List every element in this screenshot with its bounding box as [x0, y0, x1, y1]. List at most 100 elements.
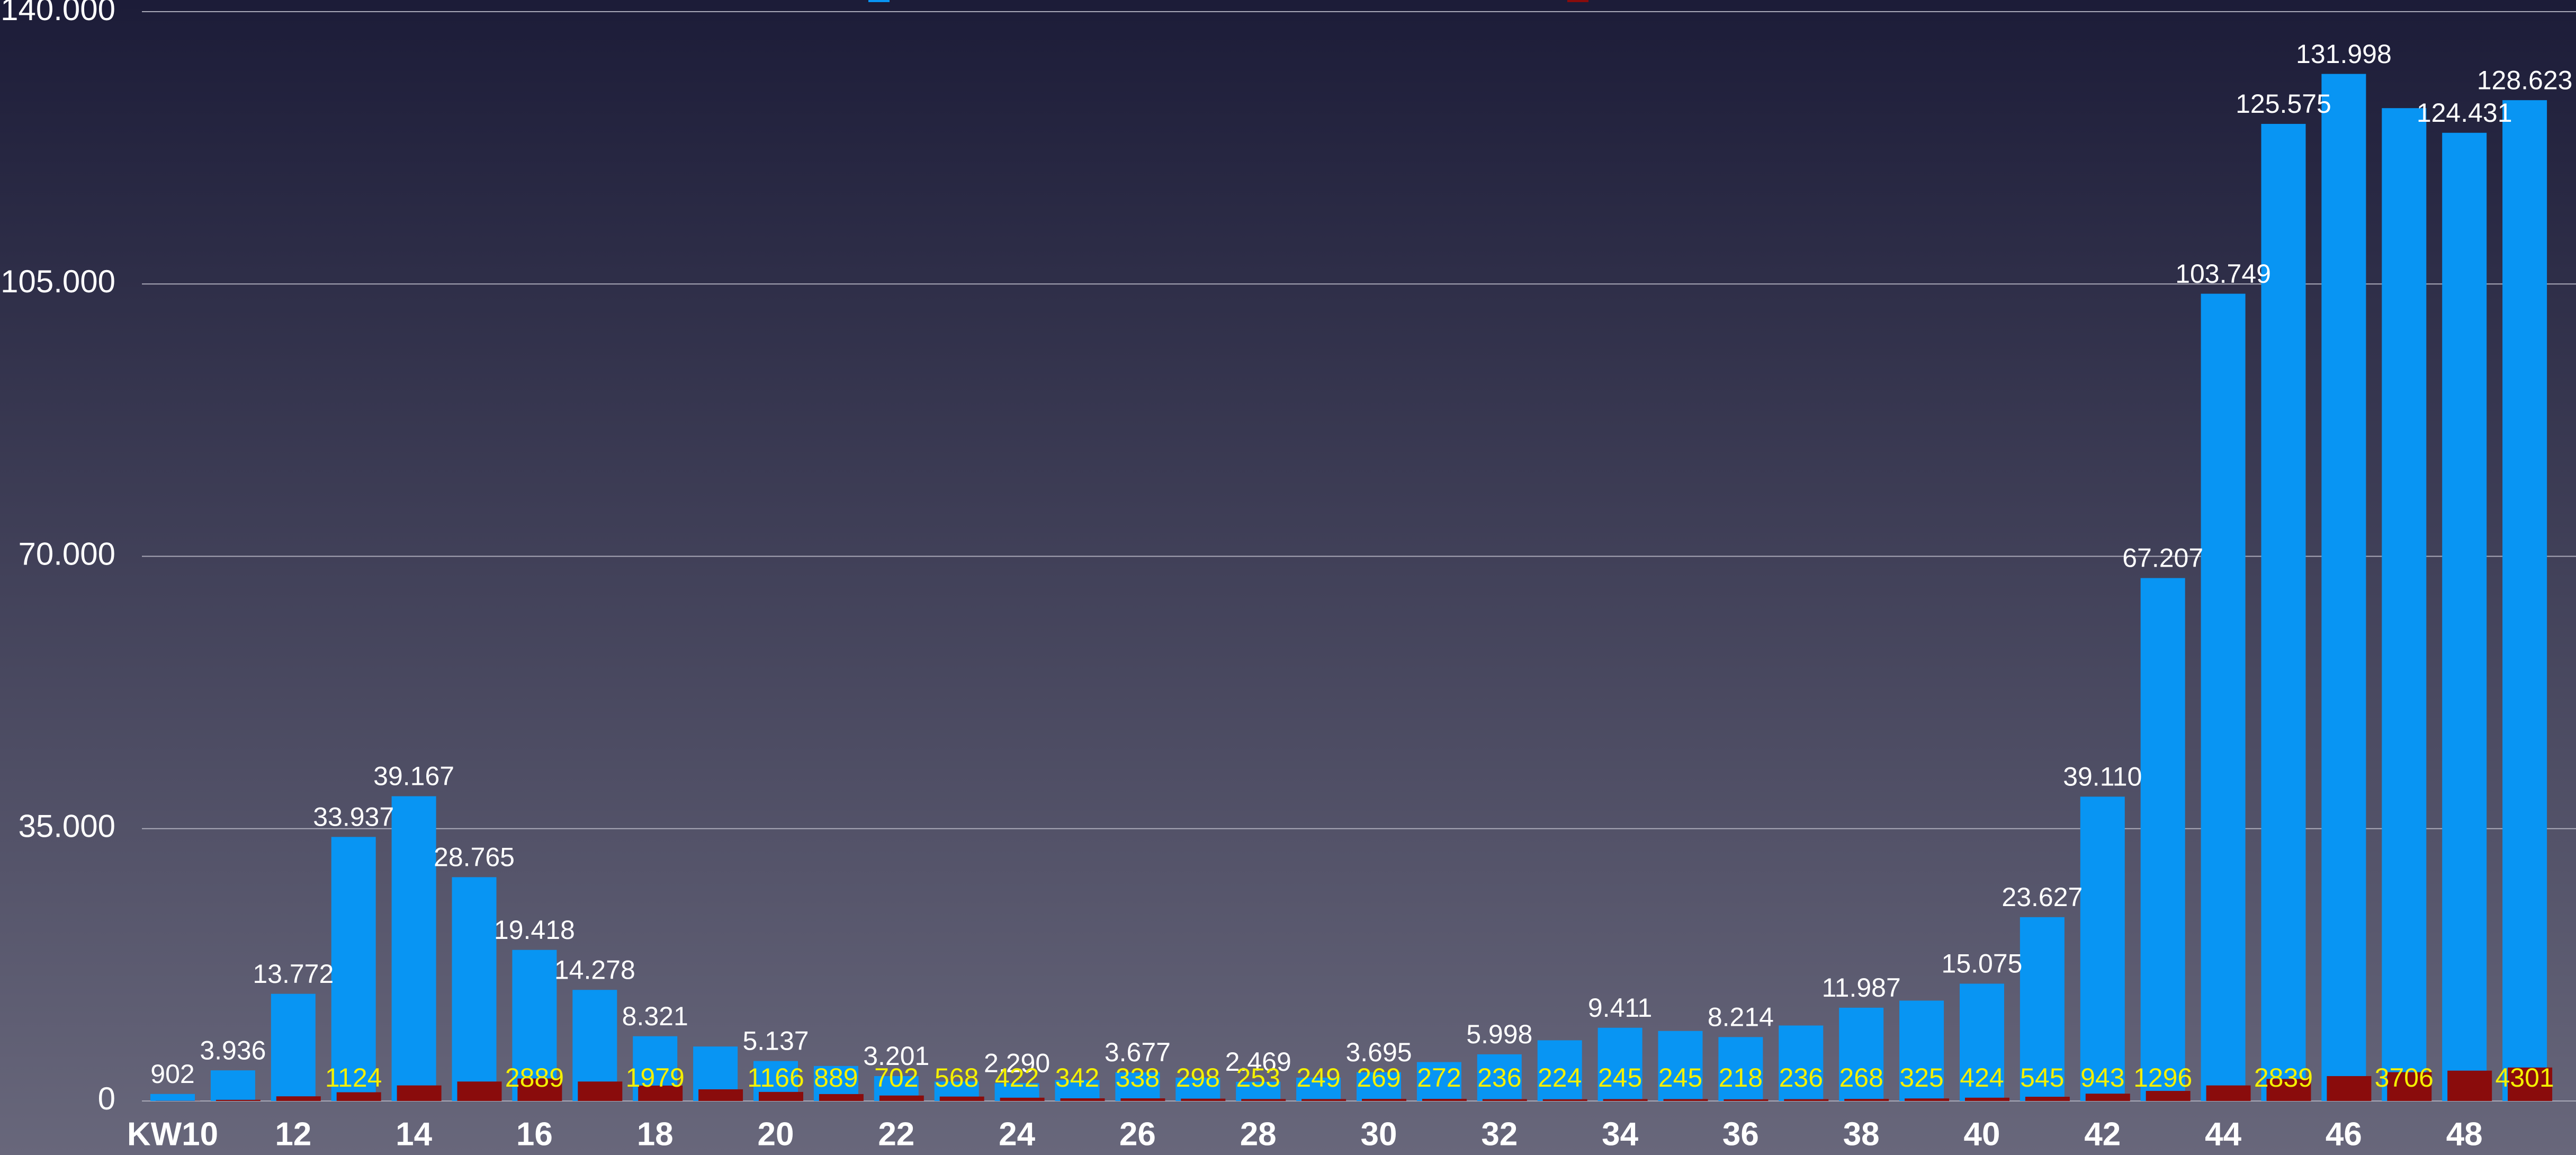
bar	[2146, 1090, 2191, 1101]
bar	[2140, 578, 2185, 1101]
value-label: 218	[1719, 1063, 1763, 1093]
bar	[1965, 1097, 2009, 1101]
value-label: 268	[1839, 1063, 1883, 1093]
bar	[1115, 1072, 1160, 1101]
value-label: 1166	[747, 1063, 804, 1093]
bar	[2502, 100, 2547, 1101]
y-tick-label: 70.000	[18, 536, 115, 571]
y-tick-label: 0	[98, 1081, 115, 1116]
x-tick-label: 16	[516, 1116, 553, 1152]
bar	[1482, 1099, 1527, 1101]
bar	[2206, 1085, 2251, 1101]
bar	[210, 1070, 255, 1101]
value-label: 14.278	[554, 955, 635, 984]
value-label: 128.623	[2477, 65, 2573, 95]
x-tick-label: 26	[1119, 1116, 1156, 1152]
value-label: 67.207	[2122, 543, 2203, 573]
value-label: 545	[2020, 1063, 2064, 1093]
value-label: 1296	[2133, 1063, 2192, 1093]
y-tick-label: 35.000	[18, 809, 115, 844]
value-label: 131.998	[2296, 39, 2392, 69]
value-label: 3.201	[863, 1041, 929, 1071]
value-label: 3.936	[200, 1035, 266, 1065]
x-tick-label: 28	[1240, 1116, 1277, 1152]
bar	[1362, 1099, 1406, 1101]
bar	[1784, 1099, 1829, 1101]
value-label: 2.469	[1225, 1047, 1291, 1077]
bar	[2080, 796, 2125, 1101]
value-label: 23.627	[2001, 882, 2083, 912]
value-label: 28.765	[434, 843, 515, 872]
bar	[1175, 1077, 1220, 1101]
value-label: 8.321	[622, 1001, 688, 1031]
bar	[2387, 1072, 2432, 1101]
bar	[1236, 1081, 1281, 1101]
value-label: 338	[1116, 1063, 1160, 1093]
bar	[1120, 1098, 1165, 1101]
value-label: 1979	[626, 1063, 685, 1093]
bar	[1060, 1098, 1105, 1101]
value-label: 902	[150, 1059, 194, 1089]
value-label: 424	[1960, 1063, 2004, 1093]
bar	[452, 877, 497, 1101]
bar	[1779, 1025, 1824, 1101]
y-tick-label: 105.000	[1, 264, 115, 299]
bar	[1055, 1080, 1100, 1101]
value-label: 269	[1357, 1063, 1401, 1093]
x-tick-label: 30	[1361, 1116, 1397, 1152]
value-label: 5.998	[1466, 1019, 1532, 1049]
value-label: 249	[1296, 1063, 1340, 1093]
bar	[1357, 1072, 1401, 1101]
value-label: 2889	[505, 1063, 564, 1093]
bar	[698, 1089, 743, 1101]
value-label: 2839	[2254, 1063, 2313, 1093]
bar	[1477, 1054, 1522, 1101]
x-tick-label: 40	[1964, 1116, 2000, 1152]
bar	[1000, 1097, 1045, 1101]
value-label: 889	[814, 1063, 858, 1093]
bar	[1416, 1062, 1461, 1101]
bar	[2201, 293, 2246, 1101]
bar	[517, 1078, 562, 1101]
bar	[336, 1092, 381, 1101]
bar	[1718, 1037, 1763, 1101]
x-tick-label: 20	[758, 1116, 794, 1152]
legend-swatch	[1567, 0, 1588, 2]
bar	[1537, 1040, 1582, 1101]
bar	[1302, 1099, 1347, 1101]
x-tick-label: KW10	[127, 1116, 218, 1152]
value-label: 3706	[2375, 1063, 2434, 1093]
value-label: 33.937	[313, 802, 394, 832]
bar	[638, 1085, 683, 1101]
bar	[2321, 74, 2366, 1101]
x-tick-label: 24	[999, 1116, 1035, 1152]
x-tick-label: 22	[878, 1116, 914, 1152]
bar	[879, 1095, 924, 1101]
value-label: 9.411	[1588, 993, 1652, 1023]
value-label: 422	[995, 1063, 1039, 1093]
x-tick-label: 18	[637, 1116, 674, 1152]
value-label: 245	[1598, 1063, 1642, 1093]
bar	[1603, 1099, 1648, 1101]
x-tick-label: 14	[396, 1116, 432, 1152]
bar	[1899, 1000, 1944, 1101]
bar	[2382, 108, 2427, 1102]
x-tick-label: 32	[1481, 1116, 1518, 1152]
value-label: 245	[1658, 1063, 1702, 1093]
value-label: 342	[1055, 1063, 1099, 1093]
value-label: 325	[1899, 1063, 1943, 1093]
value-label: 3.677	[1105, 1037, 1171, 1067]
x-tick-label: 44	[2205, 1116, 2241, 1152]
value-label: 124.431	[2417, 98, 2512, 128]
bar	[512, 950, 557, 1101]
value-label: 39.167	[373, 762, 454, 791]
bar	[1658, 1031, 1703, 1101]
value-label: 568	[935, 1063, 979, 1093]
x-tick-label: 36	[1722, 1116, 1759, 1152]
bar	[2085, 1094, 2130, 1101]
bar	[2261, 123, 2306, 1101]
bar	[1296, 1077, 1341, 1101]
y-tick-label: 140.000	[1, 0, 115, 27]
value-label: 15.075	[1942, 949, 2023, 979]
